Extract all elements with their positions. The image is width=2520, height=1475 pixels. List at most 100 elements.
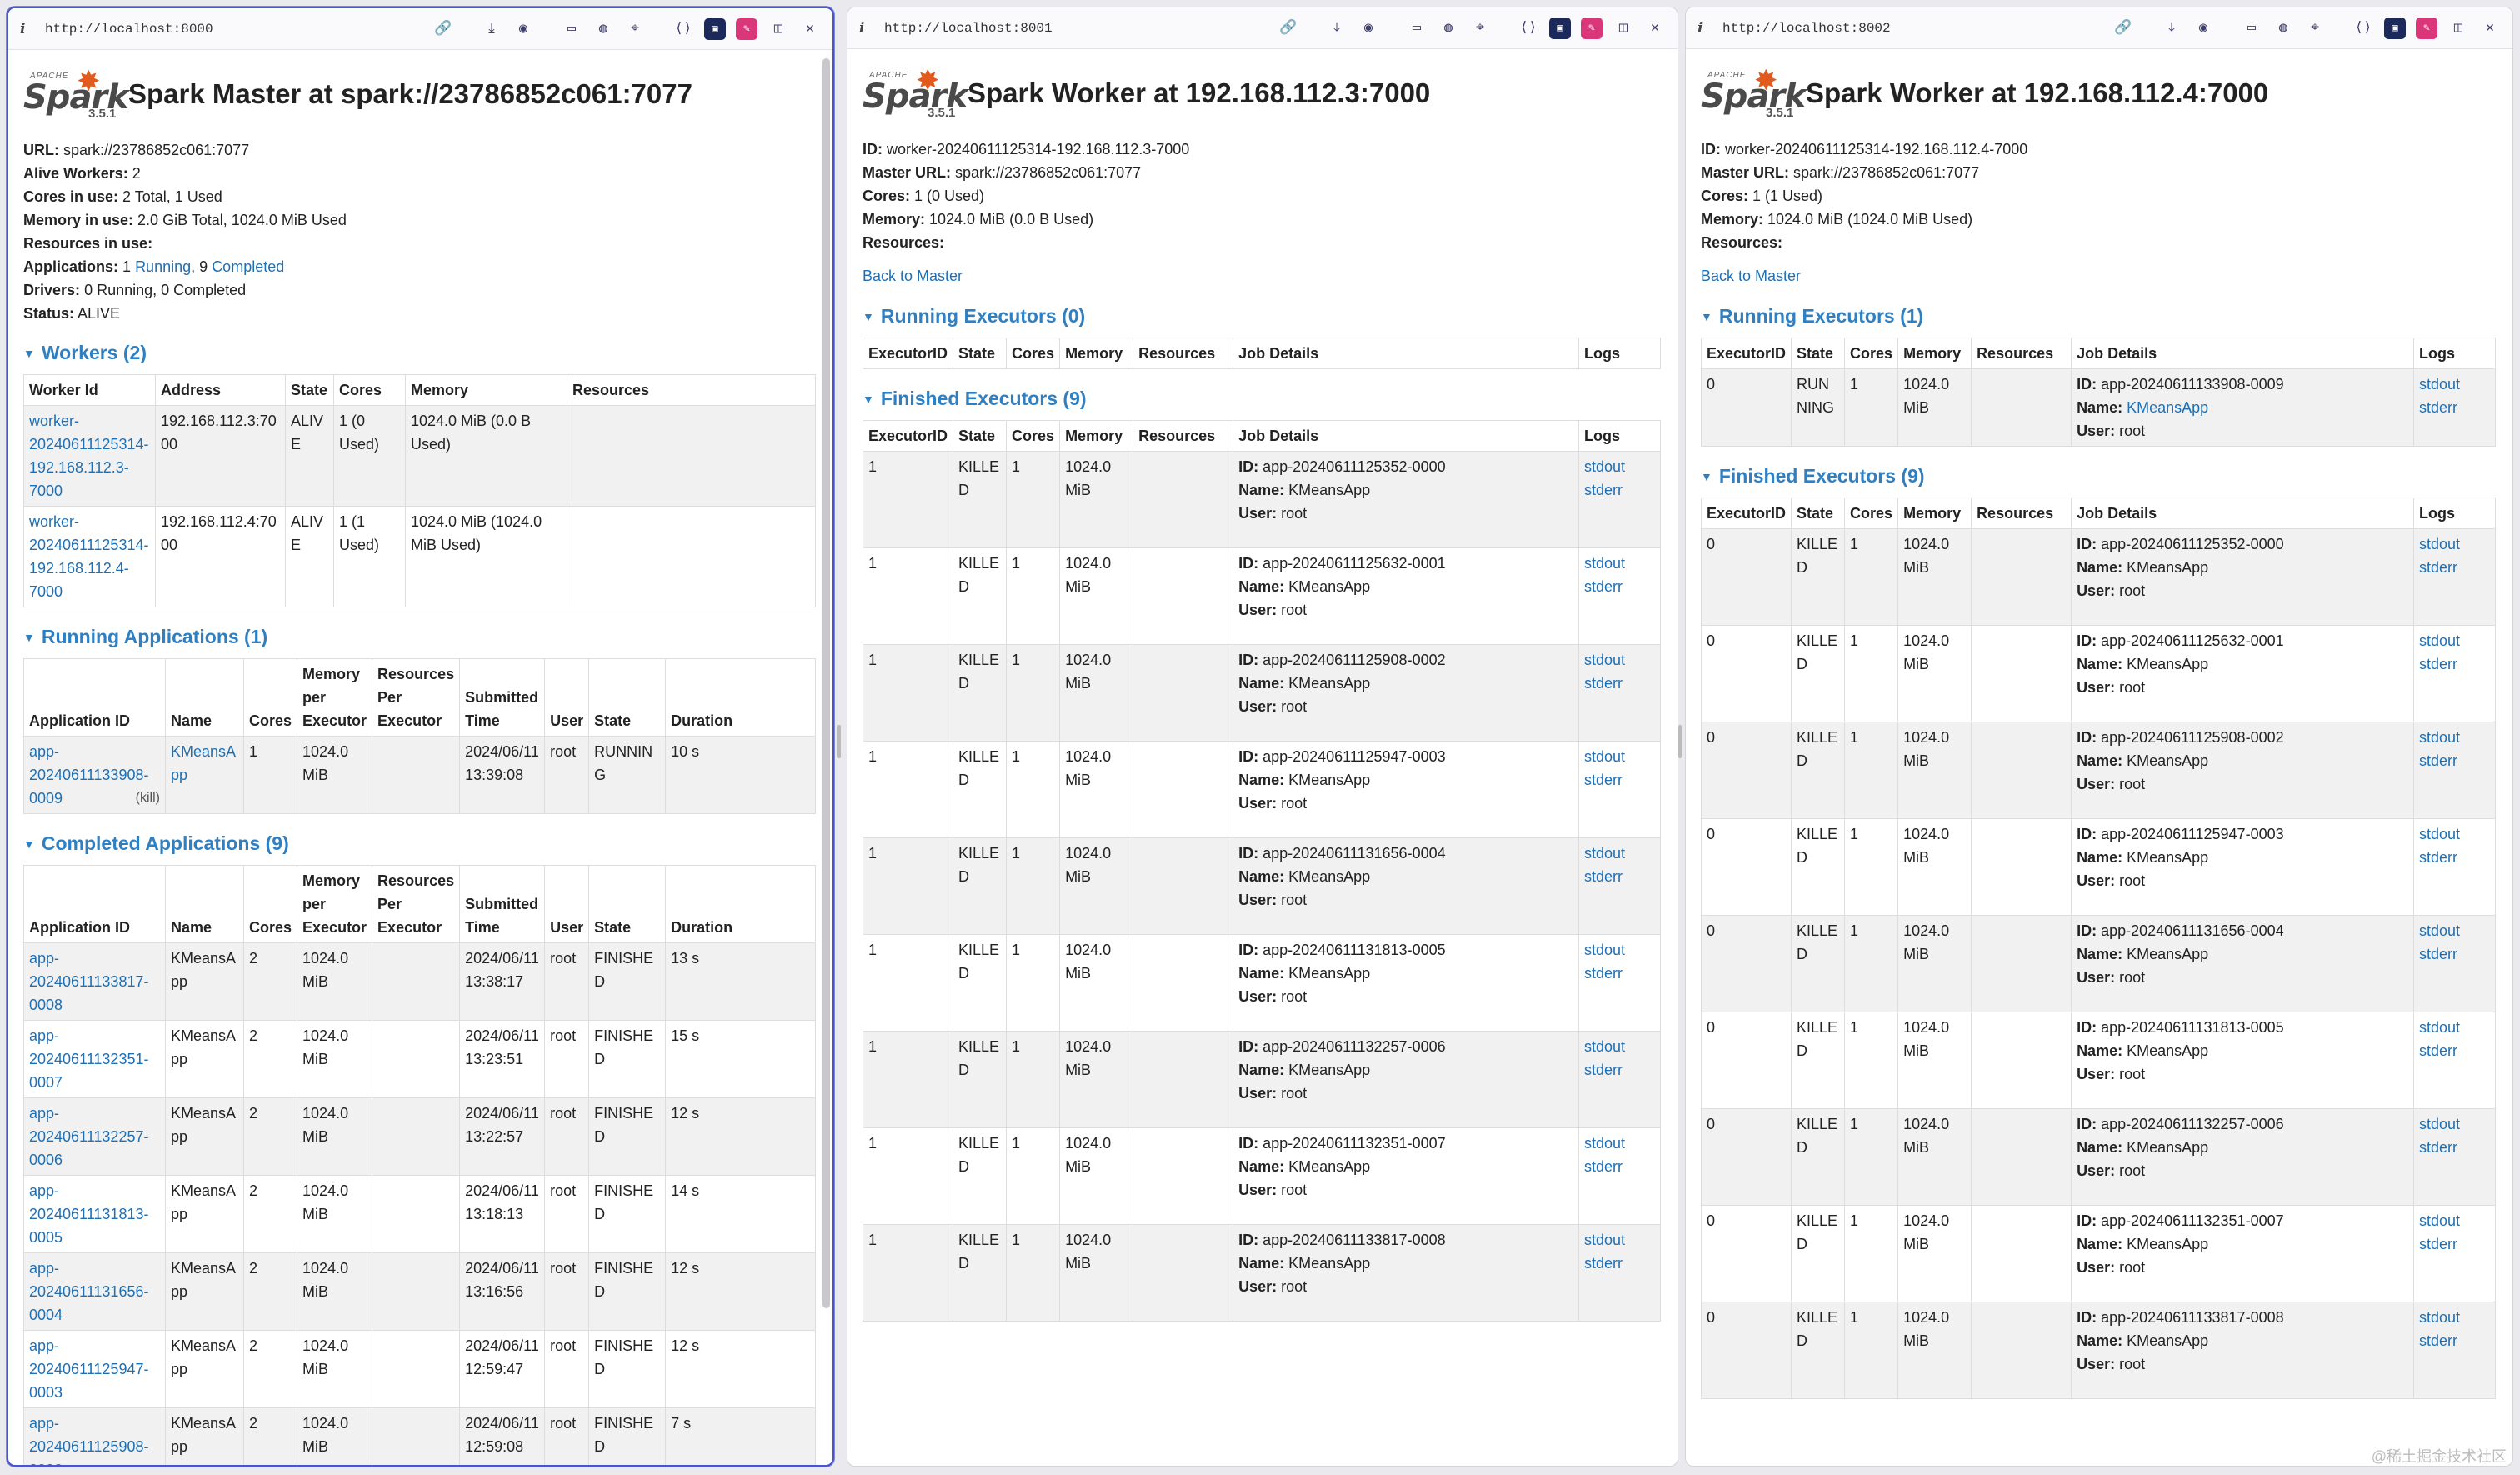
stdout-link[interactable]: stdout bbox=[1584, 555, 1626, 572]
column-header[interactable]: State bbox=[1791, 498, 1846, 529]
split-icon[interactable]: ◫ bbox=[2453, 21, 2463, 37]
split-icon[interactable]: ◫ bbox=[773, 22, 783, 38]
column-header[interactable]: Resources bbox=[1132, 420, 1234, 452]
stdout-link[interactable]: stdout bbox=[2419, 1212, 2461, 1229]
stderr-link[interactable]: stderr bbox=[1584, 772, 1623, 788]
stdout-link[interactable]: stdout bbox=[1584, 1232, 1626, 1248]
stderr-link[interactable]: stderr bbox=[1584, 578, 1623, 595]
column-header[interactable]: Cores bbox=[1844, 338, 1899, 369]
column-header[interactable]: Logs bbox=[2413, 498, 2496, 529]
column-header[interactable]: Resources bbox=[567, 374, 816, 406]
picker-icon[interactable]: ✎ bbox=[1581, 17, 1602, 39]
terminal-icon[interactable]: ▭ bbox=[1412, 21, 1422, 37]
stdout-link[interactable]: stdout bbox=[2419, 1309, 2461, 1326]
picker-icon[interactable]: ✎ bbox=[736, 18, 758, 40]
column-header[interactable]: Logs bbox=[2413, 338, 2496, 369]
workers-section-toggle[interactable]: ▼ Workers (2) bbox=[23, 342, 816, 364]
info-icon[interactable]: i bbox=[20, 20, 26, 38]
column-header[interactable]: Cores bbox=[242, 658, 298, 737]
info-icon[interactable]: i bbox=[1698, 19, 1703, 37]
spark-logo[interactable]: APACHE Spark ✸ 3.5.1 bbox=[23, 66, 129, 121]
stdout-link[interactable]: stdout bbox=[1584, 748, 1626, 765]
column-header[interactable]: Memory bbox=[1898, 498, 1972, 529]
camera-icon[interactable]: ◉ bbox=[2198, 21, 2208, 37]
crosshair-icon[interactable]: ⌖ bbox=[2311, 20, 2319, 37]
column-header[interactable]: ExecutorID bbox=[1700, 338, 1792, 369]
stdout-link[interactable]: stdout bbox=[2419, 729, 2461, 746]
app-id-link[interactable]: app-20240611125947-0003 bbox=[29, 1338, 149, 1401]
app-id-link[interactable]: app-20240611131656-0004 bbox=[29, 1260, 149, 1323]
stderr-link[interactable]: stderr bbox=[2419, 752, 2458, 769]
stdout-link[interactable]: stdout bbox=[1584, 942, 1626, 958]
stderr-link[interactable]: stderr bbox=[2419, 559, 2458, 576]
worker-id-link[interactable]: worker-20240611125314-192.168.112.3-7000 bbox=[29, 412, 149, 499]
column-header[interactable]: Memory per Executor bbox=[297, 865, 373, 943]
column-header[interactable]: User bbox=[544, 865, 590, 943]
app-id-link[interactable]: app-20240611133817-0008 bbox=[29, 950, 149, 1013]
column-header[interactable]: Cores bbox=[1006, 420, 1061, 452]
spark-logo[interactable]: APACHE Spark ✸ 3.5.1 bbox=[862, 65, 968, 120]
column-header[interactable]: Resources Per Executor bbox=[372, 865, 461, 943]
column-header[interactable]: Duration bbox=[665, 658, 816, 737]
back-to-master-link[interactable]: Back to Master bbox=[862, 268, 963, 284]
stdout-link[interactable]: stdout bbox=[1584, 1038, 1626, 1055]
stderr-link[interactable]: stderr bbox=[2419, 656, 2458, 672]
column-header[interactable]: Job Details bbox=[1232, 338, 1579, 369]
column-header[interactable]: Resources bbox=[1971, 338, 2072, 369]
stdout-link[interactable]: stdout bbox=[2419, 1116, 2461, 1132]
stdout-link[interactable]: stdout bbox=[2419, 632, 2461, 649]
column-header[interactable]: Logs bbox=[1578, 420, 1661, 452]
column-header[interactable]: Job Details bbox=[1232, 420, 1579, 452]
column-header[interactable]: Job Details bbox=[2071, 498, 2414, 529]
column-header[interactable]: ExecutorID bbox=[862, 420, 954, 452]
picker-icon[interactable]: ✎ bbox=[2416, 17, 2438, 39]
globe-icon[interactable]: ◍ bbox=[2278, 21, 2288, 37]
split-icon[interactable]: ◫ bbox=[1618, 21, 1628, 37]
app-id-link[interactable]: app-20240611132257-0006 bbox=[29, 1105, 149, 1168]
column-header[interactable]: Submitted Time bbox=[459, 865, 546, 943]
close-icon[interactable]: ✕ bbox=[1650, 21, 1660, 37]
stdout-link[interactable]: stdout bbox=[1584, 845, 1626, 862]
column-header[interactable]: Memory bbox=[1898, 338, 1972, 369]
link-icon[interactable]: 🔗 bbox=[1279, 21, 1298, 37]
camera-icon[interactable]: ◉ bbox=[1363, 21, 1373, 37]
url-text[interactable]: http://localhost:8002 bbox=[1722, 20, 1891, 36]
completed-apps-section-toggle[interactable]: ▼ Completed Applications (9) bbox=[23, 832, 816, 855]
column-header[interactable]: Memory bbox=[405, 374, 568, 406]
app-id-link[interactable]: app-20240611125908-0002 bbox=[29, 1415, 149, 1465]
column-header[interactable]: Resources Per Executor bbox=[372, 658, 461, 737]
app-name-link[interactable]: KMeansApp bbox=[171, 743, 237, 783]
stderr-link[interactable]: stderr bbox=[1584, 965, 1623, 982]
column-header[interactable]: Cores bbox=[1006, 338, 1061, 369]
download-icon[interactable]: ⤓ bbox=[2168, 20, 2175, 37]
stderr-link[interactable]: stderr bbox=[2419, 1042, 2458, 1059]
column-header[interactable]: Name bbox=[165, 658, 244, 737]
worker-id-link[interactable]: worker-20240611125314-192.168.112.4-7000 bbox=[29, 513, 149, 600]
scrollbar[interactable] bbox=[822, 58, 830, 1308]
download-icon[interactable]: ⤓ bbox=[488, 21, 495, 38]
app-id-link[interactable]: app-20240611132351-0007 bbox=[29, 1028, 149, 1091]
stdout-link[interactable]: stdout bbox=[2419, 536, 2461, 552]
download-icon[interactable]: ⤓ bbox=[1333, 20, 1340, 37]
extension-icon[interactable]: ▣ bbox=[2384, 17, 2406, 39]
column-header[interactable]: State bbox=[1791, 338, 1846, 369]
finished-executors-section-toggle[interactable]: ▼ Finished Executors (9) bbox=[862, 388, 1661, 410]
finished-executors-section-toggle[interactable]: ▼ Finished Executors (9) bbox=[1701, 465, 2496, 488]
stderr-link[interactable]: stderr bbox=[1584, 868, 1623, 885]
stdout-link[interactable]: stdout bbox=[2419, 376, 2461, 392]
code-icon[interactable]: ⟨⟩ bbox=[1519, 21, 1538, 37]
app-id-link[interactable]: app-20240611131813-0005 bbox=[29, 1182, 149, 1246]
back-to-master-link[interactable]: Back to Master bbox=[1701, 268, 1802, 284]
spark-logo[interactable]: APACHE Spark ✸ 3.5.1 bbox=[1701, 65, 1807, 120]
column-header[interactable]: Worker Id bbox=[23, 374, 156, 406]
running-executors-section-toggle[interactable]: ▼ Running Executors (0) bbox=[862, 305, 1661, 328]
column-header[interactable]: Duration bbox=[665, 865, 816, 943]
column-header[interactable]: Cores bbox=[1844, 498, 1899, 529]
app-name-link[interactable]: KMeansApp bbox=[2127, 399, 2209, 416]
camera-icon[interactable]: ◉ bbox=[518, 22, 528, 38]
globe-icon[interactable]: ◍ bbox=[598, 22, 608, 38]
crosshair-icon[interactable]: ⌖ bbox=[631, 21, 639, 38]
info-icon[interactable]: i bbox=[859, 19, 865, 37]
column-header[interactable]: State bbox=[588, 865, 667, 943]
column-header[interactable]: State bbox=[285, 374, 334, 406]
